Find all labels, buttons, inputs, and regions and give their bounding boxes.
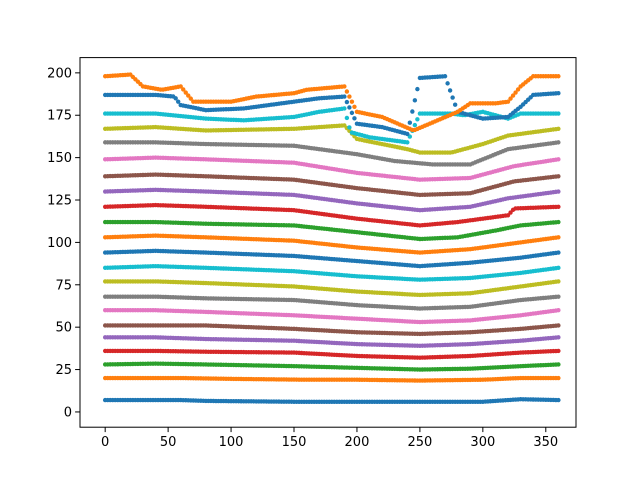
series-9-point <box>556 265 561 271</box>
series-15-point <box>556 174 561 179</box>
series-20-point <box>342 94 347 99</box>
series-17-point <box>556 140 561 145</box>
series-20-point <box>407 120 413 125</box>
x-tick-label: 50 <box>160 435 177 450</box>
series-20-point <box>405 131 410 137</box>
series-21-point <box>349 99 355 104</box>
series-21-point <box>510 93 516 98</box>
x-tick-label: 100 <box>219 435 244 450</box>
y-tick-label: 125 <box>47 194 72 209</box>
series-20-point <box>415 86 420 92</box>
series-13-point <box>556 204 561 209</box>
series-4-point <box>556 335 561 340</box>
series-21-point <box>186 93 191 98</box>
series-19-point <box>412 122 418 128</box>
series-20-point <box>556 91 561 96</box>
series-12-point <box>556 219 561 225</box>
series-7-point <box>556 294 561 299</box>
series-19-point <box>347 125 352 130</box>
x-tick-label: 300 <box>470 435 495 450</box>
series-21-point <box>505 99 511 104</box>
series-21-point <box>352 104 357 109</box>
series-10-point <box>556 250 561 255</box>
series-21-point <box>508 96 513 101</box>
series-20-point <box>173 96 178 101</box>
y-tick-label: 25 <box>55 363 72 378</box>
series-21-point <box>188 96 193 101</box>
x-tick-label: 200 <box>345 435 370 450</box>
series-21-point <box>178 84 183 89</box>
series-21-point <box>347 94 352 99</box>
series-5-point <box>556 323 561 328</box>
y-axis: 0 25 50 75 100 125 150 175 200 <box>47 66 80 420</box>
series-21-point <box>344 89 350 94</box>
series-21-point <box>515 87 521 92</box>
y-tick-label: 0 <box>64 405 72 420</box>
series-20-point <box>450 95 455 100</box>
series-19-point <box>344 115 350 121</box>
series-18-point <box>556 126 561 132</box>
series-20-point <box>412 98 418 103</box>
series-20-point <box>445 81 450 86</box>
y-tick-label: 50 <box>55 321 72 336</box>
series-20-point <box>410 109 415 114</box>
series-0-point <box>556 397 561 403</box>
series-14-point <box>556 189 561 194</box>
series-21-point <box>342 84 347 89</box>
series-20-point <box>447 88 453 93</box>
series-21-point <box>183 90 188 95</box>
x-tick-label: 150 <box>282 435 307 450</box>
series-19-point <box>405 140 410 145</box>
y-tick-label: 150 <box>47 151 72 166</box>
y-tick-label: 75 <box>55 278 72 293</box>
series-16-point <box>556 157 561 162</box>
series-20-point <box>175 99 181 104</box>
series-19-point <box>556 111 561 116</box>
y-tick-label: 175 <box>47 109 72 124</box>
x-tick-label: 350 <box>533 435 558 450</box>
series-20-point <box>349 110 355 116</box>
series-1-point <box>556 375 561 381</box>
x-tick-label: 250 <box>407 435 432 450</box>
series-20-point <box>352 116 357 121</box>
series-21-point <box>181 87 186 92</box>
series-20-point <box>347 105 352 110</box>
series-20-point <box>442 74 448 79</box>
series-6-point <box>556 308 561 313</box>
data-points <box>102 72 561 404</box>
series-21-point <box>513 90 518 95</box>
series-19-point <box>415 117 420 122</box>
series-11-point <box>556 235 561 240</box>
series-3-point <box>556 348 561 354</box>
series-20-point <box>452 102 458 107</box>
series-8-point <box>556 279 561 284</box>
series-2-point <box>556 362 561 367</box>
x-axis: 0 50 100 150 200 250 300 350 <box>101 427 558 450</box>
y-tick-label: 200 <box>47 66 72 81</box>
series-20-point <box>344 99 350 105</box>
series-19-point <box>342 106 347 111</box>
x-tick-label: 0 <box>101 435 109 450</box>
y-tick-label: 100 <box>47 236 72 251</box>
series-21-point <box>556 74 561 79</box>
